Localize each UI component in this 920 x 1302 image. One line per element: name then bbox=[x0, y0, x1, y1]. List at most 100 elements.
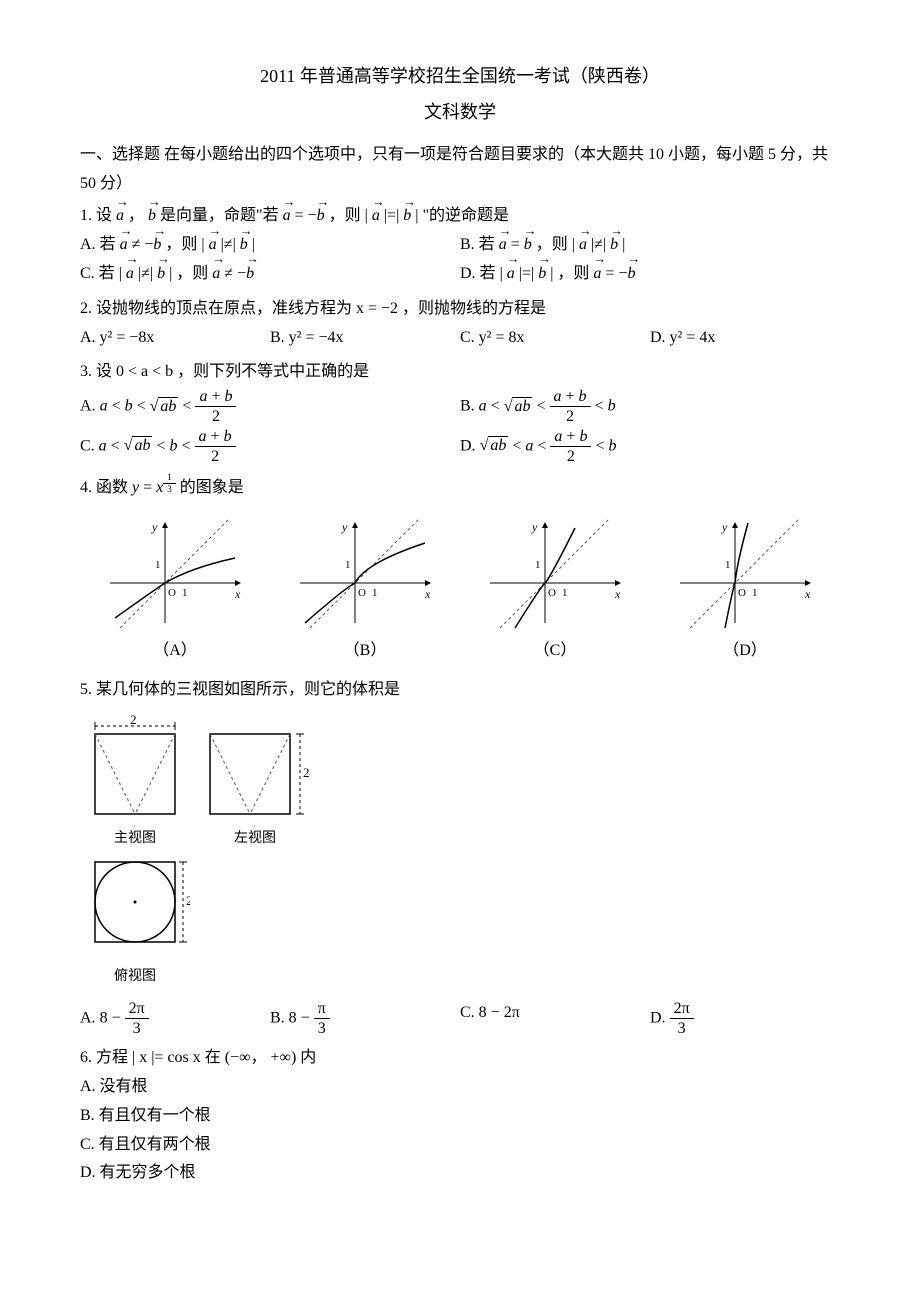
top-view: 2 俯视图 bbox=[80, 852, 190, 989]
sqrt-icon: ab bbox=[150, 393, 179, 422]
svg-text:1: 1 bbox=[345, 559, 351, 571]
fraction: π3 bbox=[314, 999, 330, 1038]
sqrt-icon: ab bbox=[504, 393, 533, 422]
q4-labelB: （B） bbox=[290, 637, 440, 666]
svg-text:x: x bbox=[804, 587, 811, 601]
sqrt-icon: ab bbox=[480, 432, 509, 461]
svg-text:y: y bbox=[341, 520, 348, 534]
q6-optC: C. 有且仅有两个根 bbox=[80, 1131, 840, 1160]
question-2: 2. 设抛物线的顶点在原点，准线方程为 x = −2 ，则抛物线的方程是 A. … bbox=[80, 295, 840, 353]
vector-b: b bbox=[610, 231, 618, 260]
q5-optA: A. 8 − 2π3 bbox=[80, 999, 270, 1038]
q4-graph-C: x y O 1 1 （C） bbox=[480, 513, 630, 666]
q1-optA-mid: ，则 bbox=[165, 236, 197, 253]
svg-text:y: y bbox=[721, 520, 728, 534]
q4-stem-prefix: 4. 函数 bbox=[80, 479, 132, 496]
vector-b: b bbox=[538, 260, 546, 289]
svg-text:x: x bbox=[234, 587, 241, 601]
q5-optB: B. 8 − π3 bbox=[270, 999, 460, 1038]
graph-B-svg: x y O 1 1 bbox=[290, 513, 440, 633]
left-view-label: 左视图 bbox=[200, 826, 310, 851]
dim-2: 2 bbox=[303, 765, 310, 780]
vector-a: a bbox=[499, 231, 507, 260]
q5-optD: D. 2π3 bbox=[650, 999, 840, 1038]
top-view-svg: 2 bbox=[80, 852, 190, 962]
q4-graph-A: x y O 1 1 （A） bbox=[100, 513, 250, 666]
section-instruction: 一、选择题 在每小题给出的四个选项中，只有一项是符合题目要求的（本大题共 10 … bbox=[80, 141, 840, 199]
q4-graphs: x y O 1 1 （A） x y O bbox=[80, 513, 840, 666]
q5-optD-prefix: D. bbox=[650, 1009, 670, 1026]
q2-stem: 2. 设抛物线的顶点在原点，准线方程为 x = −2 ，则抛物线的方程是 bbox=[80, 295, 840, 324]
main-view-label: 主视图 bbox=[80, 826, 190, 851]
q6-stem: 6. 方程 | x |= cos x 在 (−∞， +∞) 内 bbox=[80, 1044, 840, 1073]
vector-a: a bbox=[212, 260, 220, 289]
vector-a: a bbox=[372, 202, 380, 231]
q4-labelC: （C） bbox=[480, 637, 630, 666]
vector-a: a bbox=[593, 260, 601, 289]
vector-b: b bbox=[157, 260, 165, 289]
question-6: 6. 方程 | x |= cos x 在 (−∞， +∞) 内 A. 没有根 B… bbox=[80, 1044, 840, 1188]
q1-stem-prefix: 1. 设 bbox=[80, 207, 112, 224]
svg-text:1: 1 bbox=[562, 587, 568, 599]
question-5: 5. 某几何体的三视图如图所示，则它的体积是 2 主视图 bbox=[80, 676, 840, 1039]
svg-text:1: 1 bbox=[372, 587, 378, 599]
q1-optA-prefix: A. 若 bbox=[80, 236, 116, 253]
svg-text:O: O bbox=[738, 587, 746, 599]
q1-stem-suffix: "的逆命题是 bbox=[422, 207, 509, 224]
q3-optD-prefix: D. bbox=[460, 437, 480, 454]
top-view-label: 俯视图 bbox=[80, 964, 190, 989]
svg-text:1: 1 bbox=[182, 587, 188, 599]
q2-optD: D. y² = 4x bbox=[650, 324, 840, 353]
q6-optA: A. 没有根 bbox=[80, 1073, 840, 1102]
q3-optD: D. ab < a < a + b2 < b bbox=[460, 427, 840, 466]
exam-title: 2011 年普通高等学校招生全国统一考试（陕西卷） bbox=[80, 60, 840, 92]
vector-a: a bbox=[579, 231, 587, 260]
q1-stem: 1. 设 a ， b 是向量，命题"若 a = −b ，则 | a |=| b … bbox=[80, 202, 840, 231]
q2-optA: A. y² = −8x bbox=[80, 324, 270, 353]
q5-optA-prefix: A. bbox=[80, 1009, 100, 1026]
svg-text:y: y bbox=[151, 520, 158, 534]
graph-C-svg: x y O 1 1 bbox=[480, 513, 630, 633]
svg-text:1: 1 bbox=[535, 559, 541, 571]
q5-options: A. 8 − 2π3 B. 8 − π3 C. 8 − 2π D. 2π3 bbox=[80, 999, 840, 1038]
vector-b: b bbox=[246, 260, 254, 289]
q1-optB-prefix: B. 若 bbox=[460, 236, 495, 253]
sqrt-icon: ab bbox=[124, 432, 153, 461]
q5-optC-prefix: C. bbox=[460, 1004, 479, 1021]
q5-optC: C. 8 − 2π bbox=[460, 999, 650, 1038]
q6-optB: B. 有且仅有一个根 bbox=[80, 1102, 840, 1131]
vector-a: a bbox=[283, 202, 291, 231]
q3-options: A. a < b < ab < a + b2 B. a < ab < a + b… bbox=[80, 387, 840, 466]
q1-optC-mid: ，则 bbox=[176, 265, 208, 282]
svg-text:O: O bbox=[168, 587, 176, 599]
q4-graph-B: x y O 1 1 （B） bbox=[290, 513, 440, 666]
q3-optB: B. a < ab < a + b2 < b bbox=[460, 387, 840, 426]
vector-b: b bbox=[524, 231, 532, 260]
dim-2: 2 bbox=[186, 893, 190, 908]
q6-optD: D. 有无穷多个根 bbox=[80, 1159, 840, 1188]
q1-optD-mid: ，则 bbox=[557, 265, 589, 282]
q3-optC: C. a < ab < b < a + b2 bbox=[80, 427, 460, 466]
q4-stem: 4. 函数 y = x13 的图象是 bbox=[80, 472, 840, 503]
q1-stem-mid2: ，则 bbox=[329, 207, 361, 224]
svg-text:O: O bbox=[358, 587, 366, 599]
graph-D-svg: x y O 1 1 bbox=[670, 513, 820, 633]
q5-optB-prefix: B. bbox=[270, 1009, 289, 1026]
q2-options: A. y² = −8x B. y² = −4x C. y² = 8x D. y²… bbox=[80, 324, 840, 353]
q5-stem: 5. 某几何体的三视图如图所示，则它的体积是 bbox=[80, 676, 840, 705]
svg-text:1: 1 bbox=[155, 559, 161, 571]
question-4: 4. 函数 y = x13 的图象是 x y O 1 1 bbox=[80, 472, 840, 666]
q4-labelA: （A） bbox=[100, 637, 250, 666]
main-view: 2 主视图 bbox=[80, 714, 190, 851]
q1-options: A. 若 a ≠ −b ，则 | a |≠| b | B. 若 a = b ，则… bbox=[80, 231, 840, 289]
dim-2: 2 bbox=[130, 714, 137, 727]
svg-text:O: O bbox=[548, 587, 556, 599]
q3-optB-prefix: B. bbox=[460, 398, 479, 415]
fraction: a + b2 bbox=[195, 387, 236, 426]
q3-stem: 3. 设 0 < a < b ，则下列不等式中正确的是 bbox=[80, 358, 840, 387]
vector-b: b bbox=[317, 202, 325, 231]
q2-optC: C. y² = 8x bbox=[460, 324, 650, 353]
q1-optC-prefix: C. 若 bbox=[80, 265, 115, 282]
q4-graph-D: x y O 1 1 （D） bbox=[670, 513, 820, 666]
exam-subtitle: 文科数学 bbox=[80, 96, 840, 128]
